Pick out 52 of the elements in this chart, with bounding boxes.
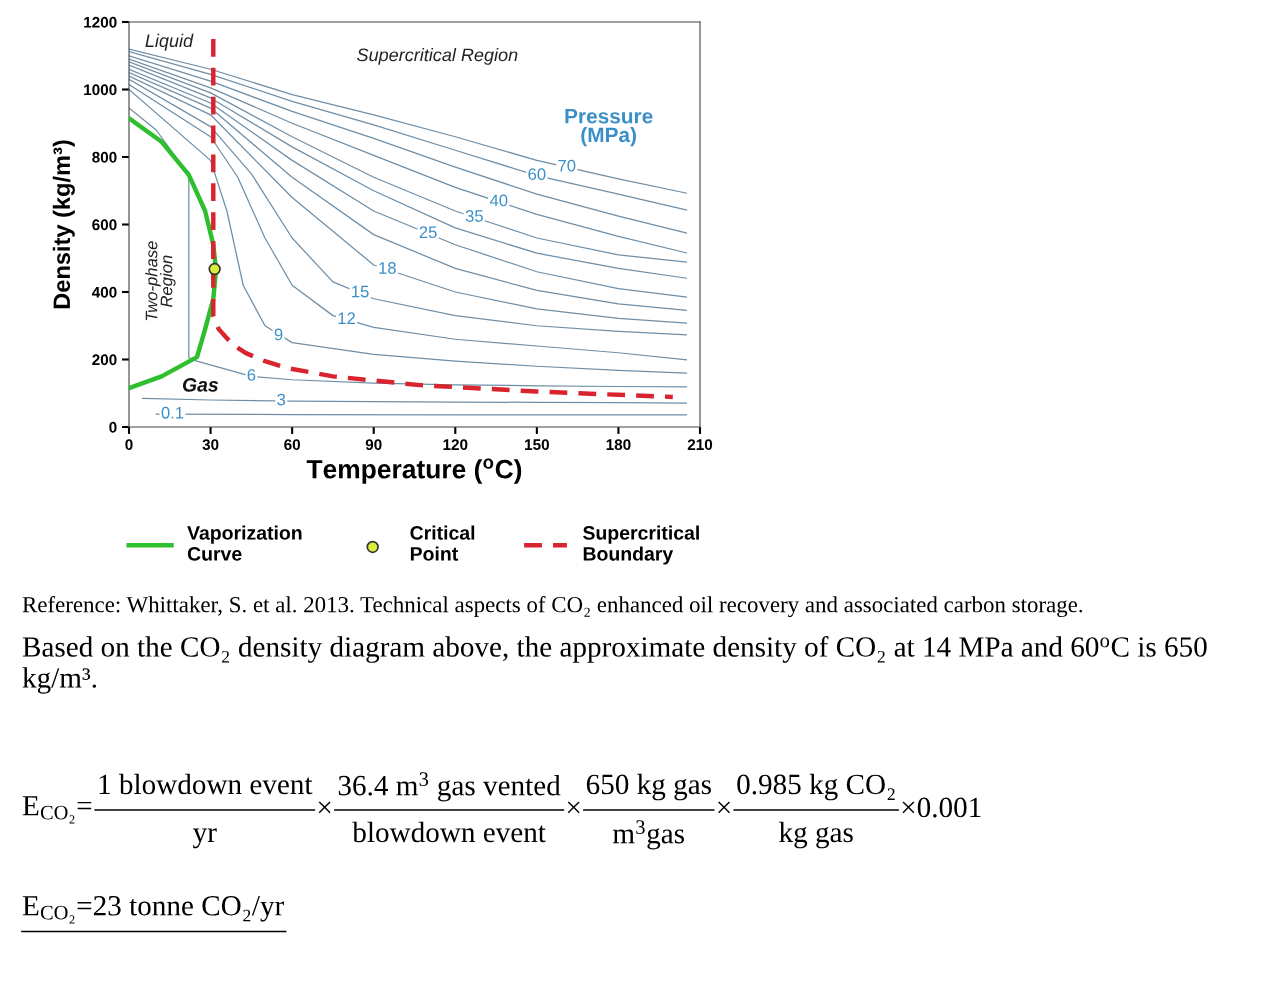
y-tick-label: 400 bbox=[91, 286, 117, 298]
x-axis-title: Temperature ($^{o}$C) bbox=[306, 458, 522, 484]
text: 1 blowdown event bbox=[99, 773, 313, 795]
annotation: 18 bbox=[379, 262, 396, 274]
x-tick-label: 150 bbox=[525, 439, 549, 451]
legend-label: Supercritical Boundary bbox=[583, 525, 699, 565]
text: yr bbox=[193, 828, 217, 849]
annotation: Liquid bbox=[145, 33, 194, 51]
text: 650 kg gas bbox=[586, 773, 711, 801]
x-tick-label: 0 bbox=[125, 439, 133, 451]
y-tick-label: 600 bbox=[92, 219, 117, 231]
annotation: 40 bbox=[489, 194, 508, 207]
y-tick-label: 1200 bbox=[84, 16, 117, 28]
legend-label: Critical Point bbox=[410, 525, 475, 561]
text: × bbox=[567, 801, 580, 814]
y-tick-label: 800 bbox=[92, 151, 117, 163]
annotation: 25 bbox=[419, 226, 437, 239]
text: E$_{CO₂}$=23 tonne CO₂/yr bbox=[22, 896, 285, 924]
text: × bbox=[718, 801, 730, 814]
annotation: 35 bbox=[465, 210, 483, 222]
text: m$^{3}$gas bbox=[612, 820, 684, 850]
legend-label: Vaporization Curve bbox=[187, 525, 302, 561]
x-tick-label: 120 bbox=[443, 439, 468, 451]
annotation: Pressure (MPa) bbox=[565, 109, 653, 147]
y-axis-title: Density (kg/m³) bbox=[52, 140, 75, 309]
annotation: 0.1 bbox=[161, 406, 184, 419]
x-tick-label: 210 bbox=[687, 439, 713, 451]
annotation: 9 bbox=[274, 328, 283, 341]
text: ×0.001 bbox=[902, 797, 981, 818]
text: blowdown event bbox=[352, 821, 546, 843]
annotation: Gas bbox=[182, 377, 219, 392]
text: Based on the CO₂ density diagram above, the approximate density of CO₂ at 14 MPa and 60$^{o}$C is 650 kg/m³. bbox=[22, 636, 1207, 694]
annotation: 60 bbox=[528, 168, 546, 181]
text: × bbox=[318, 801, 331, 814]
x-tick-label: 180 bbox=[606, 439, 631, 451]
text: E$_{CO₂}$= bbox=[22, 796, 92, 824]
text: 36.4 m$^{3}$ gas vented bbox=[338, 772, 561, 802]
annotation: 15 bbox=[352, 285, 369, 298]
annotation: Supercritical Region bbox=[357, 48, 518, 65]
annotation: 3 bbox=[277, 393, 286, 406]
y-tick-label: 0 bbox=[109, 421, 117, 433]
text: Reference: Whittaker, S. et al. 2013. Technical aspects of CO₂ enhanced oil recovery and associated carbon storage. bbox=[22, 596, 1083, 618]
y-tick-label: 200 bbox=[92, 354, 117, 366]
annotation: Two-phase Region bbox=[145, 241, 176, 321]
text: 0.985 kg CO₂ bbox=[737, 773, 895, 801]
x-tick-label: 60 bbox=[284, 439, 301, 451]
x-tick-label: 90 bbox=[365, 439, 382, 451]
x-tick-label: 30 bbox=[202, 439, 219, 451]
text: kg gas bbox=[779, 821, 853, 849]
y-tick-label: 1000 bbox=[84, 84, 117, 96]
annotation: 70 bbox=[558, 159, 576, 172]
annotation: 12 bbox=[338, 312, 355, 324]
